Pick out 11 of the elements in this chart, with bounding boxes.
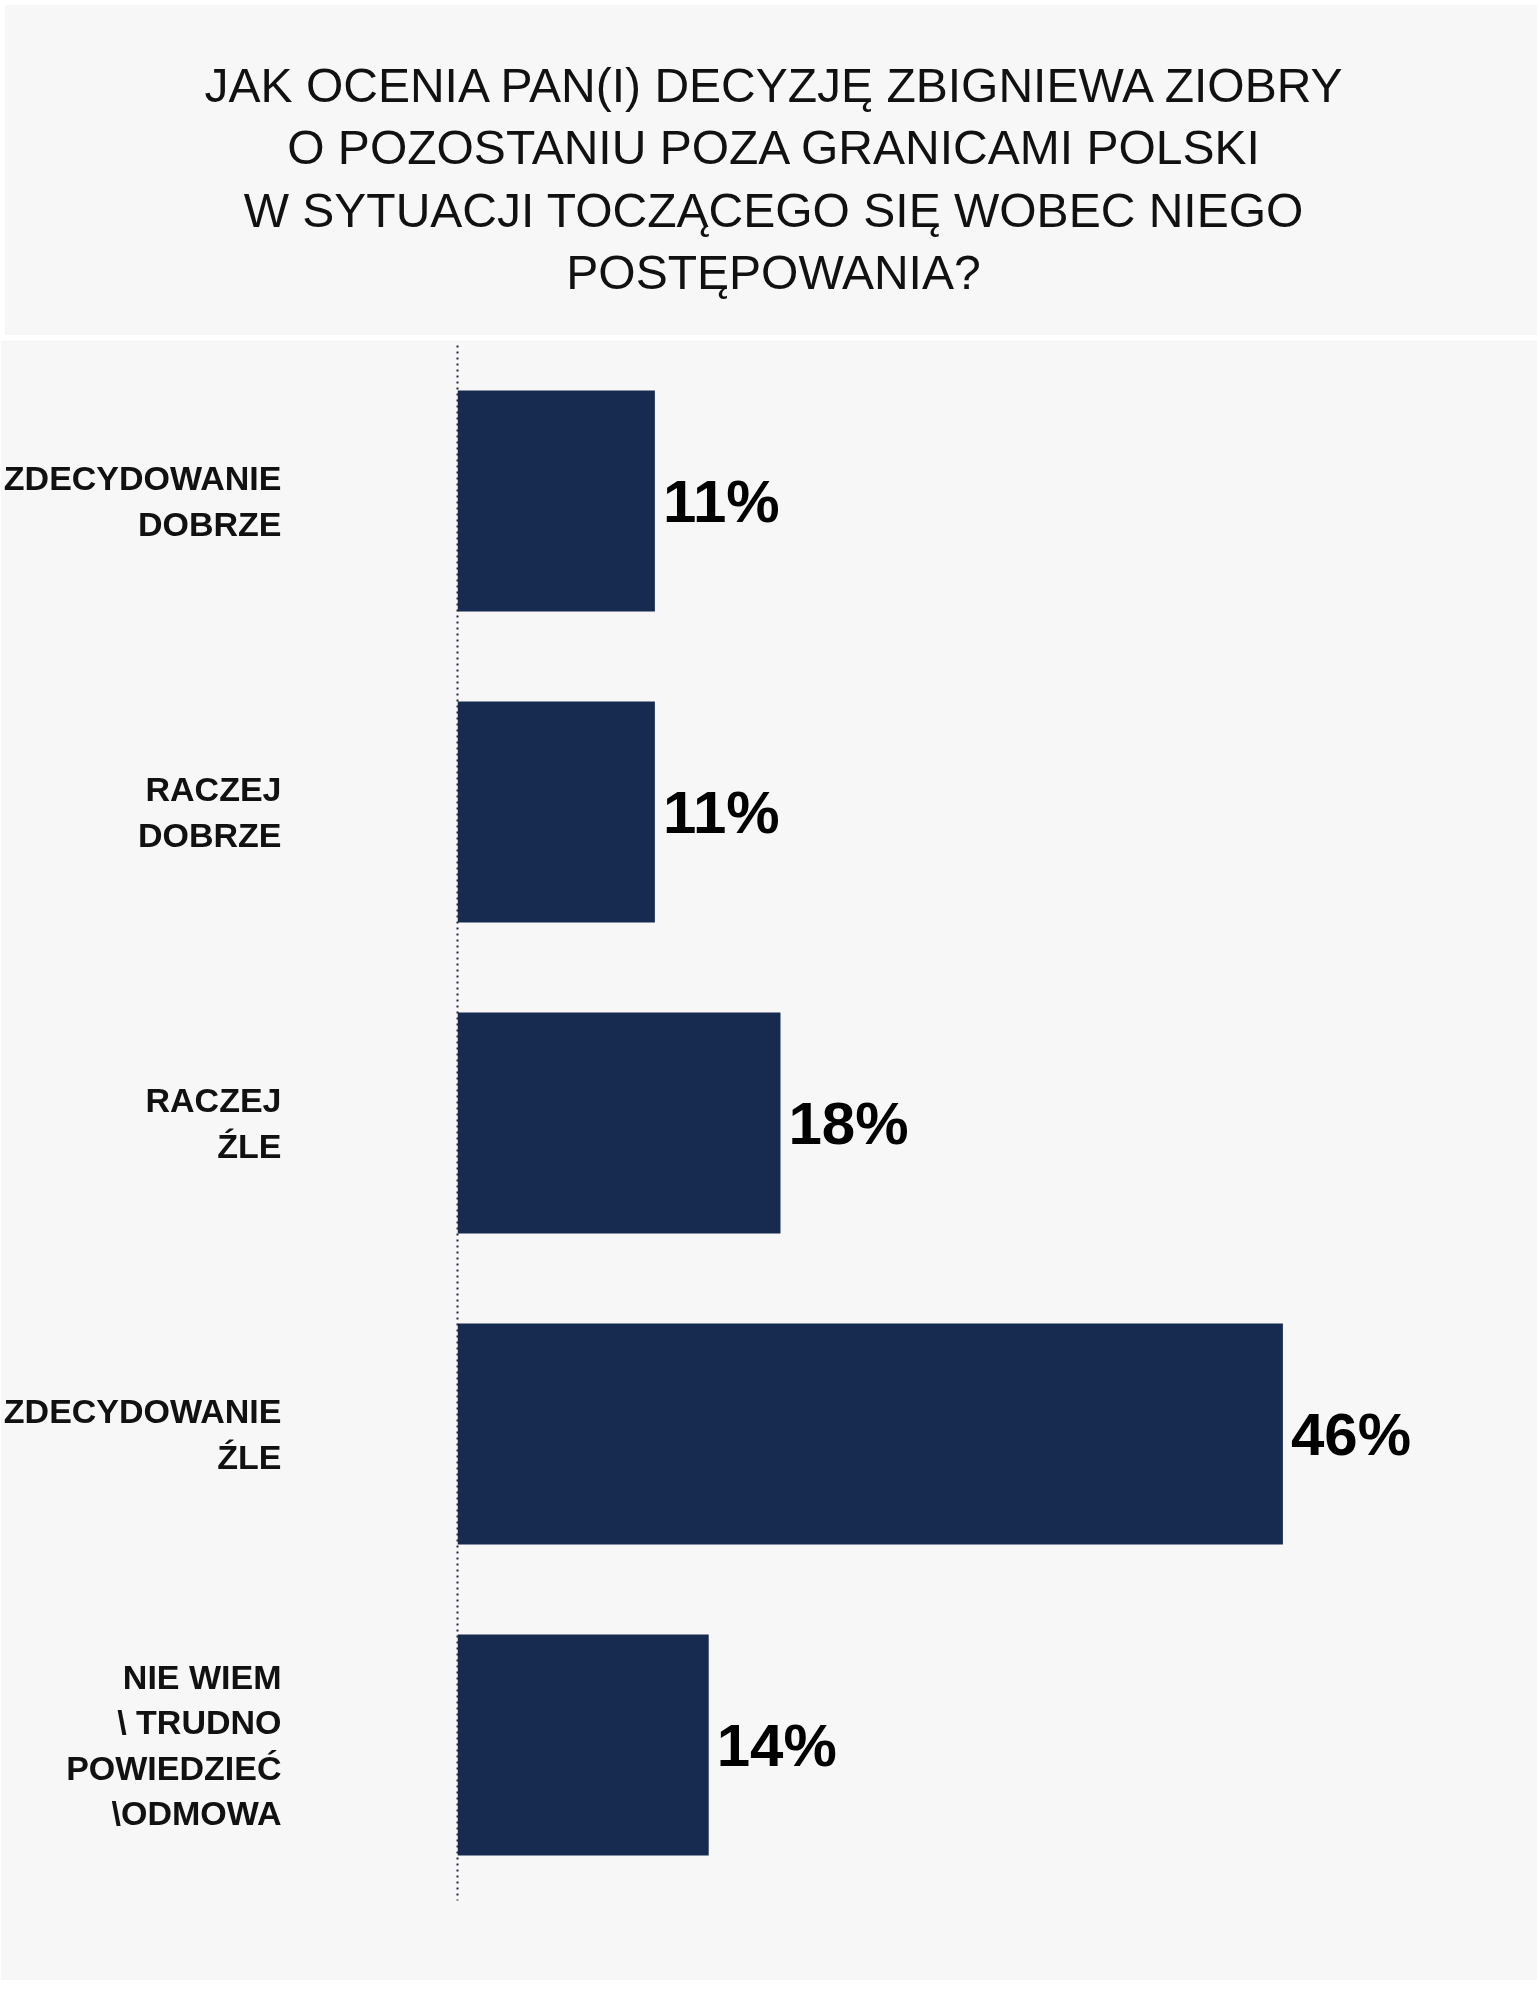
y-tick-label: NIE WIEM \ TRUDNO POWIEDZIEĆ \ODMOWA [66, 1657, 282, 1833]
y-tick-label: ZDECYDOWANIE DOBRZE [3, 459, 282, 543]
data-label: 14% [716, 1711, 837, 1779]
data-label: 46% [1290, 1400, 1411, 1468]
data-label: 11% [662, 467, 780, 535]
data-label: 18% [788, 1089, 909, 1157]
y-tick-label: ZDECYDOWANIE ŹLE [3, 1392, 282, 1476]
y-tick-label: RACZEJ DOBRZE [137, 770, 282, 854]
chart-title: JAK OCENIA PAN(I) DECYZJĘ ZBIGNIEWA ZIOBRY O POZOSTANIU POZA GRANICAMI POLSKI W SYTUACJI TOCZĄCEGO SIĘ WOBEC NIEGO POSTĘPOWANIA? [204, 58, 1343, 302]
y-tick-label: RACZEJ ŹLE [145, 1081, 282, 1165]
data-label: 11% [662, 778, 780, 846]
